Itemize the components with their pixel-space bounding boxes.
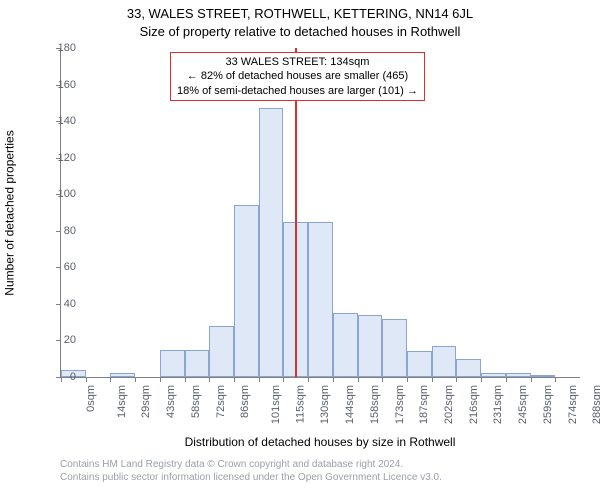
- x-tick-label: 173sqm: [394, 385, 406, 424]
- y-tick-label: 100: [46, 188, 76, 200]
- footer-line-1: Contains HM Land Registry data © Crown c…: [60, 458, 580, 471]
- y-tick-label: 140: [46, 115, 76, 127]
- histogram-bar: [160, 350, 185, 377]
- x-tick-mark: [456, 377, 457, 382]
- y-tick-label: 40: [46, 298, 76, 310]
- x-tick-label: 245sqm: [517, 385, 529, 424]
- histogram-bar: [506, 373, 531, 377]
- x-tick-label: 29sqm: [140, 385, 152, 418]
- histogram-bar: [209, 326, 234, 377]
- x-tick-label: 216sqm: [468, 385, 480, 424]
- x-tick-mark: [209, 377, 210, 382]
- y-tick-label: 160: [46, 79, 76, 91]
- anno-line-3: 18% of semi-detached houses are larger (…: [177, 84, 418, 98]
- y-axis-label: Number of detached properties: [2, 48, 18, 378]
- chart-title-sub: Size of property relative to detached ho…: [0, 24, 600, 39]
- x-tick-mark: [432, 377, 433, 382]
- x-tick-label: 14sqm: [116, 385, 128, 418]
- chart-footer: Contains HM Land Registry data © Crown c…: [60, 458, 580, 484]
- x-tick-mark: [135, 377, 136, 382]
- anno-line-1: 33 WALES STREET: 134sqm: [177, 55, 418, 69]
- x-tick-mark: [555, 377, 556, 382]
- footer-line-2: Contains public sector information licen…: [60, 471, 580, 484]
- x-tick-label: 115sqm: [294, 385, 306, 423]
- x-tick-mark: [481, 377, 482, 382]
- x-tick-mark: [358, 377, 359, 382]
- x-axis-label: Distribution of detached houses by size …: [60, 435, 580, 449]
- histogram-bar: [382, 319, 407, 377]
- histogram-bar: [234, 205, 259, 377]
- y-tick-label: 180: [46, 42, 76, 54]
- y-tick-label: 0: [46, 371, 76, 383]
- chart-title-address: 33, WALES STREET, ROTHWELL, KETTERING, N…: [0, 6, 600, 21]
- anno-line-2: ← 82% of detached houses are smaller (46…: [177, 69, 418, 83]
- x-tick-mark: [259, 377, 260, 382]
- y-tick-label: 120: [46, 152, 76, 164]
- x-tick-label: 0sqm: [85, 385, 97, 412]
- x-tick-label: 259sqm: [542, 385, 554, 424]
- x-tick-label: 72sqm: [215, 385, 227, 418]
- x-tick-label: 274sqm: [567, 385, 579, 424]
- histogram-bar: [185, 350, 210, 377]
- x-tick-label: 158sqm: [369, 385, 381, 424]
- x-tick-label: 101sqm: [270, 385, 282, 424]
- x-tick-mark: [407, 377, 408, 382]
- histogram-bar: [333, 313, 358, 377]
- histogram-bar: [259, 108, 284, 377]
- annotation-box: 33 WALES STREET: 134sqm← 82% of detached…: [170, 52, 425, 101]
- y-tick-label: 60: [46, 261, 76, 273]
- x-tick-label: 187sqm: [418, 385, 430, 424]
- x-tick-mark: [185, 377, 186, 382]
- y-tick-label: 80: [46, 225, 76, 237]
- histogram-bar: [481, 373, 506, 377]
- x-tick-mark: [382, 377, 383, 382]
- x-tick-mark: [86, 377, 87, 382]
- x-tick-label: 288sqm: [591, 385, 600, 424]
- x-tick-mark: [531, 377, 532, 382]
- x-tick-label: 58sqm: [190, 385, 202, 418]
- x-tick-mark: [234, 377, 235, 382]
- histogram-bar: [358, 315, 383, 377]
- x-tick-mark: [506, 377, 507, 382]
- x-tick-label: 202sqm: [443, 385, 455, 424]
- x-tick-mark: [110, 377, 111, 382]
- y-tick-label: 20: [46, 334, 76, 346]
- histogram-bar: [456, 359, 481, 377]
- x-tick-label: 86sqm: [239, 385, 251, 418]
- histogram-bar: [432, 346, 457, 377]
- x-tick-label: 43sqm: [165, 385, 177, 418]
- x-tick-label: 144sqm: [344, 385, 356, 424]
- y-axis-label-text: Number of detached properties: [3, 130, 17, 295]
- histogram-bar: [308, 222, 333, 377]
- histogram-bar: [407, 351, 432, 377]
- histogram-bar: [531, 375, 556, 377]
- histogram-bar: [110, 373, 135, 377]
- x-tick-mark: [308, 377, 309, 382]
- x-tick-mark: [283, 377, 284, 382]
- x-tick-mark: [160, 377, 161, 382]
- x-tick-label: 231sqm: [493, 385, 505, 424]
- x-tick-mark: [333, 377, 334, 382]
- x-tick-label: 130sqm: [320, 385, 332, 424]
